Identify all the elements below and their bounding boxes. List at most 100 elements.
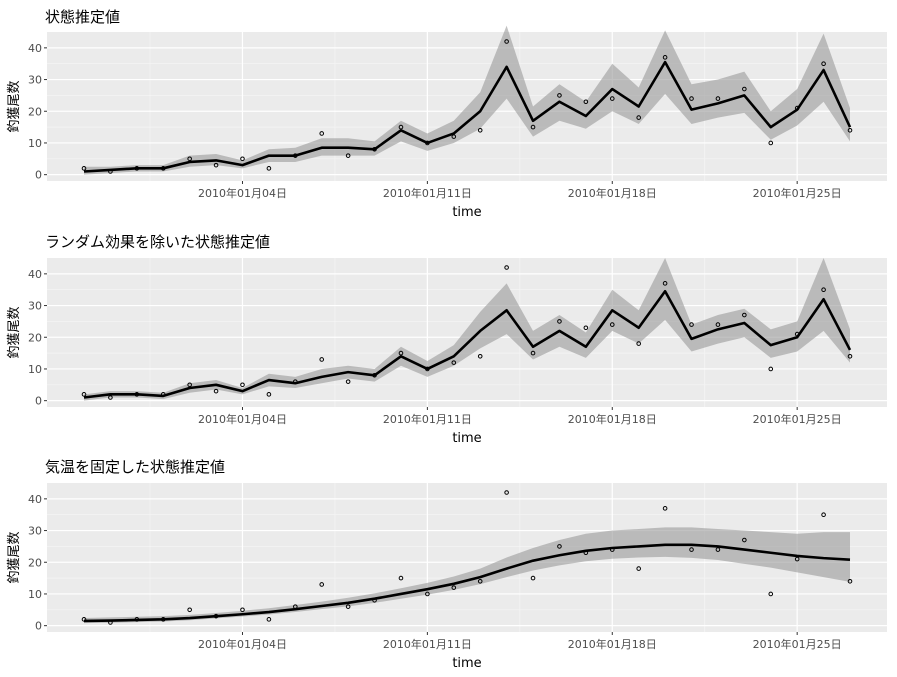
x-axis-title: time: [452, 431, 481, 446]
y-axis-title: 釣獲尾数: [6, 306, 22, 358]
data-point: [742, 312, 747, 318]
data-point: [557, 93, 562, 98]
data-point: [240, 607, 245, 613]
data-point: [583, 550, 589, 556]
y-tick-label: 30: [28, 300, 42, 313]
data-point: [530, 575, 536, 581]
data-point: [504, 490, 509, 495]
estimate-line: [83, 543, 851, 623]
x-axis-title: time: [452, 205, 481, 220]
data-point: [557, 319, 562, 324]
y-axis-title: 釣獲尾数: [6, 531, 22, 583]
x-tick-label: 2010年01月04日: [198, 637, 287, 651]
data-point: [213, 162, 219, 168]
chart-panel-2: ランダム効果を除いた状態推定値 0 10 20 30 40 2010年01月04日 2010年…: [6, 233, 887, 446]
data-point: [293, 153, 298, 158]
x-tick-label: 2010年01月11日: [383, 412, 472, 426]
data-point: [504, 39, 509, 44]
data-point: [689, 96, 694, 101]
x-tick-label: 2010年01月25日: [753, 637, 842, 651]
data-point: [742, 537, 747, 543]
confidence-band: [84, 25, 850, 175]
data-point: [821, 287, 826, 293]
data-point: [319, 582, 325, 587]
y-tick-label: 10: [28, 588, 42, 601]
x-tick-label: 2010年01月18日: [568, 637, 657, 651]
data-point: [345, 604, 351, 609]
data-point: [609, 547, 615, 552]
data-point: [81, 617, 87, 622]
data-point: [636, 115, 641, 120]
data-point: [160, 166, 166, 171]
data-point: [636, 566, 641, 571]
data-point: [266, 617, 272, 622]
y-tick-label: 10: [28, 137, 42, 150]
data-point: [187, 156, 192, 162]
data-point: [662, 281, 668, 286]
data-point: [187, 607, 192, 613]
data-point: [477, 353, 483, 359]
y-tick-label: 0: [35, 169, 42, 182]
y-tick-label: 20: [28, 556, 42, 569]
data-point: [821, 61, 826, 67]
data-point: [134, 392, 140, 397]
data-point: [847, 127, 853, 133]
data-point: [794, 556, 800, 562]
data-point: [794, 331, 800, 337]
data-point: [187, 382, 192, 388]
data-point: [477, 127, 483, 133]
data-point: [715, 322, 721, 327]
x-tick-label: 2010年01月04日: [198, 412, 287, 426]
confidence-band: [84, 527, 850, 624]
data-point: [213, 388, 219, 394]
data-point: [530, 350, 536, 356]
data-point: [636, 341, 641, 346]
y-tick-label: 0: [35, 620, 42, 633]
data-point: [134, 166, 140, 171]
data-point: [108, 620, 113, 625]
data-point: [609, 96, 615, 101]
data-point: [160, 617, 166, 622]
x-tick-label: 2010年01月04日: [198, 186, 287, 200]
data-point: [451, 360, 457, 365]
data-point: [583, 325, 589, 331]
estimate-line: [83, 60, 852, 173]
data-point: [372, 373, 377, 378]
data-point: [530, 124, 536, 130]
x-tick-label: 2010年01月25日: [753, 186, 842, 200]
data-point: [372, 147, 377, 152]
data-point: [81, 166, 87, 171]
chart-panel-1: 状態推定値 0 10 20 30 40 2010年01月04日 2010年01月11日 2010…: [6, 8, 887, 220]
data-point: [742, 86, 747, 92]
data-point: [160, 392, 166, 397]
x-tick-label: 2010年01月25日: [753, 412, 842, 426]
data-point: [213, 613, 219, 619]
data-point: [504, 265, 509, 270]
data-point: [847, 353, 853, 359]
y-tick-label: 30: [28, 74, 42, 87]
y-tick-label: 10: [28, 363, 42, 376]
data-point: [319, 131, 325, 136]
chart-title: 気温を固定した状態推定値: [45, 458, 225, 476]
y-tick-label: 40: [28, 42, 42, 55]
data-point: [398, 575, 404, 581]
data-point: [847, 578, 853, 584]
data-point: [451, 134, 457, 139]
data-point: [108, 169, 113, 174]
confidence-band: [84, 258, 850, 401]
y-axis-title: 釣獲尾数: [6, 80, 22, 132]
data-point: [768, 140, 774, 146]
data-point: [425, 140, 430, 146]
data-point: [293, 604, 298, 609]
data-point: [451, 585, 457, 590]
data-point: [662, 55, 668, 60]
x-axis-title: time: [452, 656, 481, 671]
data-point: [609, 322, 615, 327]
y-tick-label: 0: [35, 395, 42, 408]
data-point: [689, 547, 694, 552]
x-tick-label: 2010年01月18日: [568, 186, 657, 200]
y-tick-label: 20: [28, 105, 42, 118]
chart-title: ランダム効果を除いた状態推定値: [45, 233, 270, 251]
data-point: [557, 544, 562, 549]
